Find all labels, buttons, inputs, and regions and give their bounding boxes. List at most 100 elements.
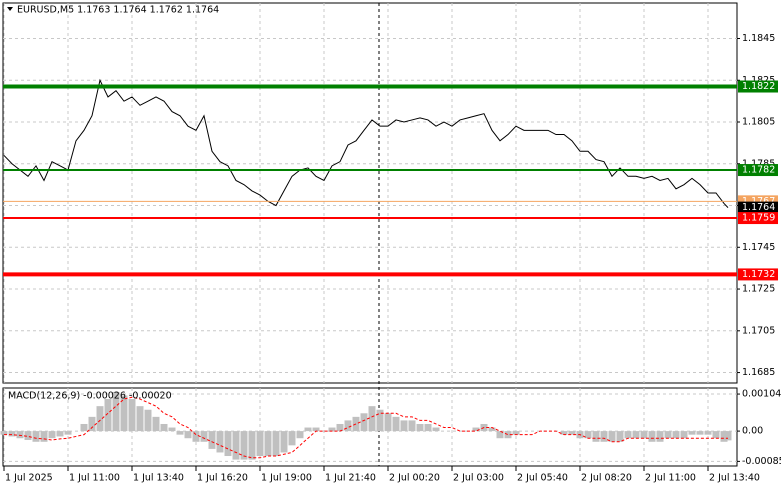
macd-bar: [16, 431, 24, 439]
macd-bar: [80, 423, 88, 432]
y-tick-label: 1.1745: [742, 242, 775, 253]
macd-bar: [264, 431, 272, 457]
y-tick-label: 1.1805: [742, 117, 775, 128]
macd-bar: [720, 431, 728, 442]
x-tick-label: 2 Jul 08:20: [581, 473, 632, 484]
macd-bar: [336, 423, 344, 432]
macd-bar: [648, 431, 656, 442]
level-label: 1.1767: [742, 196, 775, 207]
macd-bar: [376, 409, 384, 432]
macd-bar: [712, 431, 720, 439]
macd-bar: [136, 406, 144, 432]
macd-bar: [416, 423, 424, 432]
level-label-box: [738, 201, 778, 214]
level-label: 1.1732: [742, 269, 775, 280]
macd-bar: [568, 431, 576, 435]
macd-bar: [224, 431, 232, 457]
x-tick-label: 2 Jul 05:40: [517, 473, 568, 484]
macd-bar: [664, 431, 672, 439]
macd-bar: [24, 431, 32, 440]
y-tick-label: 0.00: [742, 426, 763, 437]
y-tick-label: -0.00085: [742, 456, 781, 467]
y-tick-label: 0.00104: [742, 389, 781, 400]
x-tick-label: 1 Jul 19:00: [261, 473, 312, 484]
macd-bar: [8, 431, 16, 437]
level-label: 1.1759: [742, 213, 775, 224]
y-tick-label: 1.1825: [742, 75, 775, 86]
macd-bar: [168, 427, 176, 432]
x-tick-label: 2 Jul 03:00: [453, 473, 504, 484]
macd-bar: [184, 431, 192, 439]
price-line: [3, 78, 729, 208]
x-tick-label: 1 Jul 21:40: [325, 473, 376, 484]
macd-bar: [472, 427, 480, 432]
macd-bar: [40, 431, 48, 442]
y-tick-label: 1.1785: [742, 158, 775, 169]
macd-bar: [688, 431, 696, 435]
macd-bar: [216, 431, 224, 453]
macd-bar: [192, 431, 200, 442]
level-label-box: [738, 164, 778, 177]
x-tick-label: 1 Jul 2025: [5, 473, 53, 484]
y-tick-label: 1.1685: [742, 367, 775, 378]
price-panel: [2, 2, 738, 384]
macd-bar: [584, 431, 592, 439]
macd-bar: [608, 431, 616, 442]
macd-bar: [672, 431, 680, 439]
macd-bar: [96, 406, 104, 432]
macd-bar: [344, 420, 352, 432]
macd-bar: [176, 431, 184, 435]
macd-bar: [512, 431, 520, 435]
y-tick-label: 1.1845: [742, 33, 775, 44]
macd-bar: [384, 413, 392, 432]
macd-bar: [288, 431, 296, 446]
x-tick-label: 2 Jul 00:20: [389, 473, 440, 484]
x-tick-label: 2 Jul 11:00: [645, 473, 696, 484]
y-tick-label: 1.1725: [742, 284, 775, 295]
macd-bar: [208, 431, 216, 449]
macd-bar: [248, 431, 256, 460]
macd-bar: [432, 427, 440, 432]
macd-bar: [56, 431, 64, 437]
macd-bar: [296, 431, 304, 439]
x-tick-label: 1 Jul 11:00: [69, 473, 120, 484]
macd-bar: [272, 431, 280, 457]
macd-bar: [120, 395, 128, 432]
macd-bar: [656, 431, 664, 442]
chart-title: EURUSD,M5 1.1763 1.1764 1.1762 1.1764: [17, 5, 219, 16]
macd-bar: [360, 413, 368, 432]
grid: [3, 3, 737, 466]
macd-bar: [624, 431, 632, 439]
macd-bar: [704, 431, 712, 435]
macd-bar: [368, 406, 376, 432]
macd-bar: [724, 431, 732, 441]
level-label: 1.1764: [742, 202, 775, 213]
level-label-box: [738, 212, 778, 225]
macd-bar: [312, 427, 320, 432]
macd-bar: [104, 399, 112, 432]
macd-bar: [560, 431, 568, 435]
macd-bar: [304, 427, 312, 432]
macd-bar: [328, 427, 336, 432]
macd-bar: [488, 427, 496, 432]
marks: [0, 78, 737, 460]
macd-bar: [144, 409, 152, 432]
level-label-box: [738, 268, 778, 281]
level-label: 1.1822: [742, 81, 775, 92]
level-label-box: [738, 80, 778, 93]
menu-arrow: [7, 7, 13, 11]
macd-bar: [232, 431, 240, 460]
macd-bar: [88, 416, 96, 432]
macd-bar: [496, 431, 504, 439]
macd-bar: [112, 391, 120, 432]
macd-bar: [256, 431, 264, 457]
macd-bar: [160, 423, 168, 432]
macd-bar: [616, 431, 624, 442]
macd-bar: [280, 431, 288, 453]
signal-line: [4, 396, 728, 459]
macd-bar: [240, 431, 248, 460]
macd-bar: [424, 423, 432, 432]
macd-bar: [152, 416, 160, 432]
macd-bar: [680, 431, 688, 439]
macd-bar: [600, 431, 608, 442]
